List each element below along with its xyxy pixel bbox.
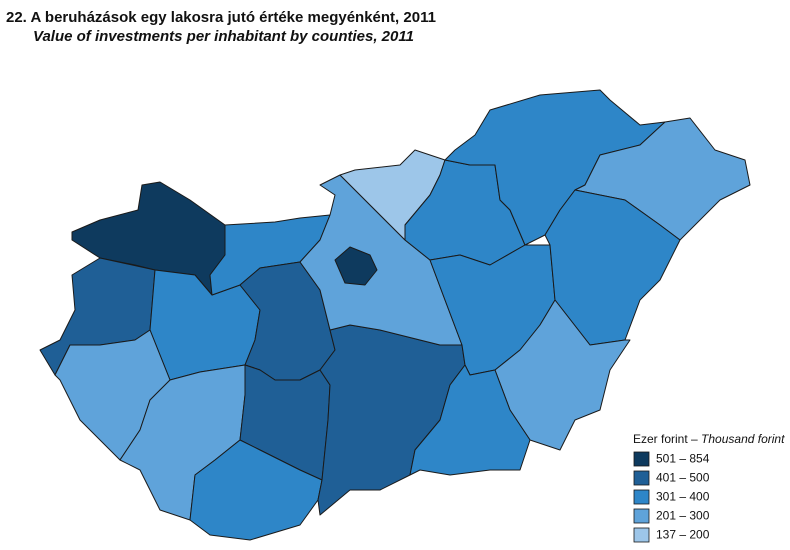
legend-swatch xyxy=(633,489,650,505)
legend-label: 501 – 854 xyxy=(656,452,710,466)
legend-title-en: Thousand forint xyxy=(701,432,785,446)
subtitle: Value of investments per inhabitant by c… xyxy=(33,28,414,45)
legend-title: Ezer forint – Thousand forint xyxy=(633,432,785,446)
legend-swatch xyxy=(633,470,650,486)
legend-label: 401 – 500 xyxy=(656,471,710,485)
legend-label: 137 – 200 xyxy=(656,528,710,542)
county xyxy=(494,299,631,451)
title: 22. A beruházások egy lakosra jutó érték… xyxy=(6,9,436,26)
legend-swatch xyxy=(633,451,650,467)
legend-label: 201 – 300 xyxy=(656,509,710,523)
county xyxy=(409,364,531,476)
legend-swatch xyxy=(633,527,650,543)
legend-swatch xyxy=(633,508,650,524)
legend-title-hu: Ezer forint – xyxy=(633,432,698,446)
county xyxy=(334,246,378,286)
legend: 501 – 854 401 – 500 301 – 400 201 – 300 137 … xyxy=(633,451,710,543)
legend-label: 301 – 400 xyxy=(656,490,710,504)
counties xyxy=(39,89,751,541)
